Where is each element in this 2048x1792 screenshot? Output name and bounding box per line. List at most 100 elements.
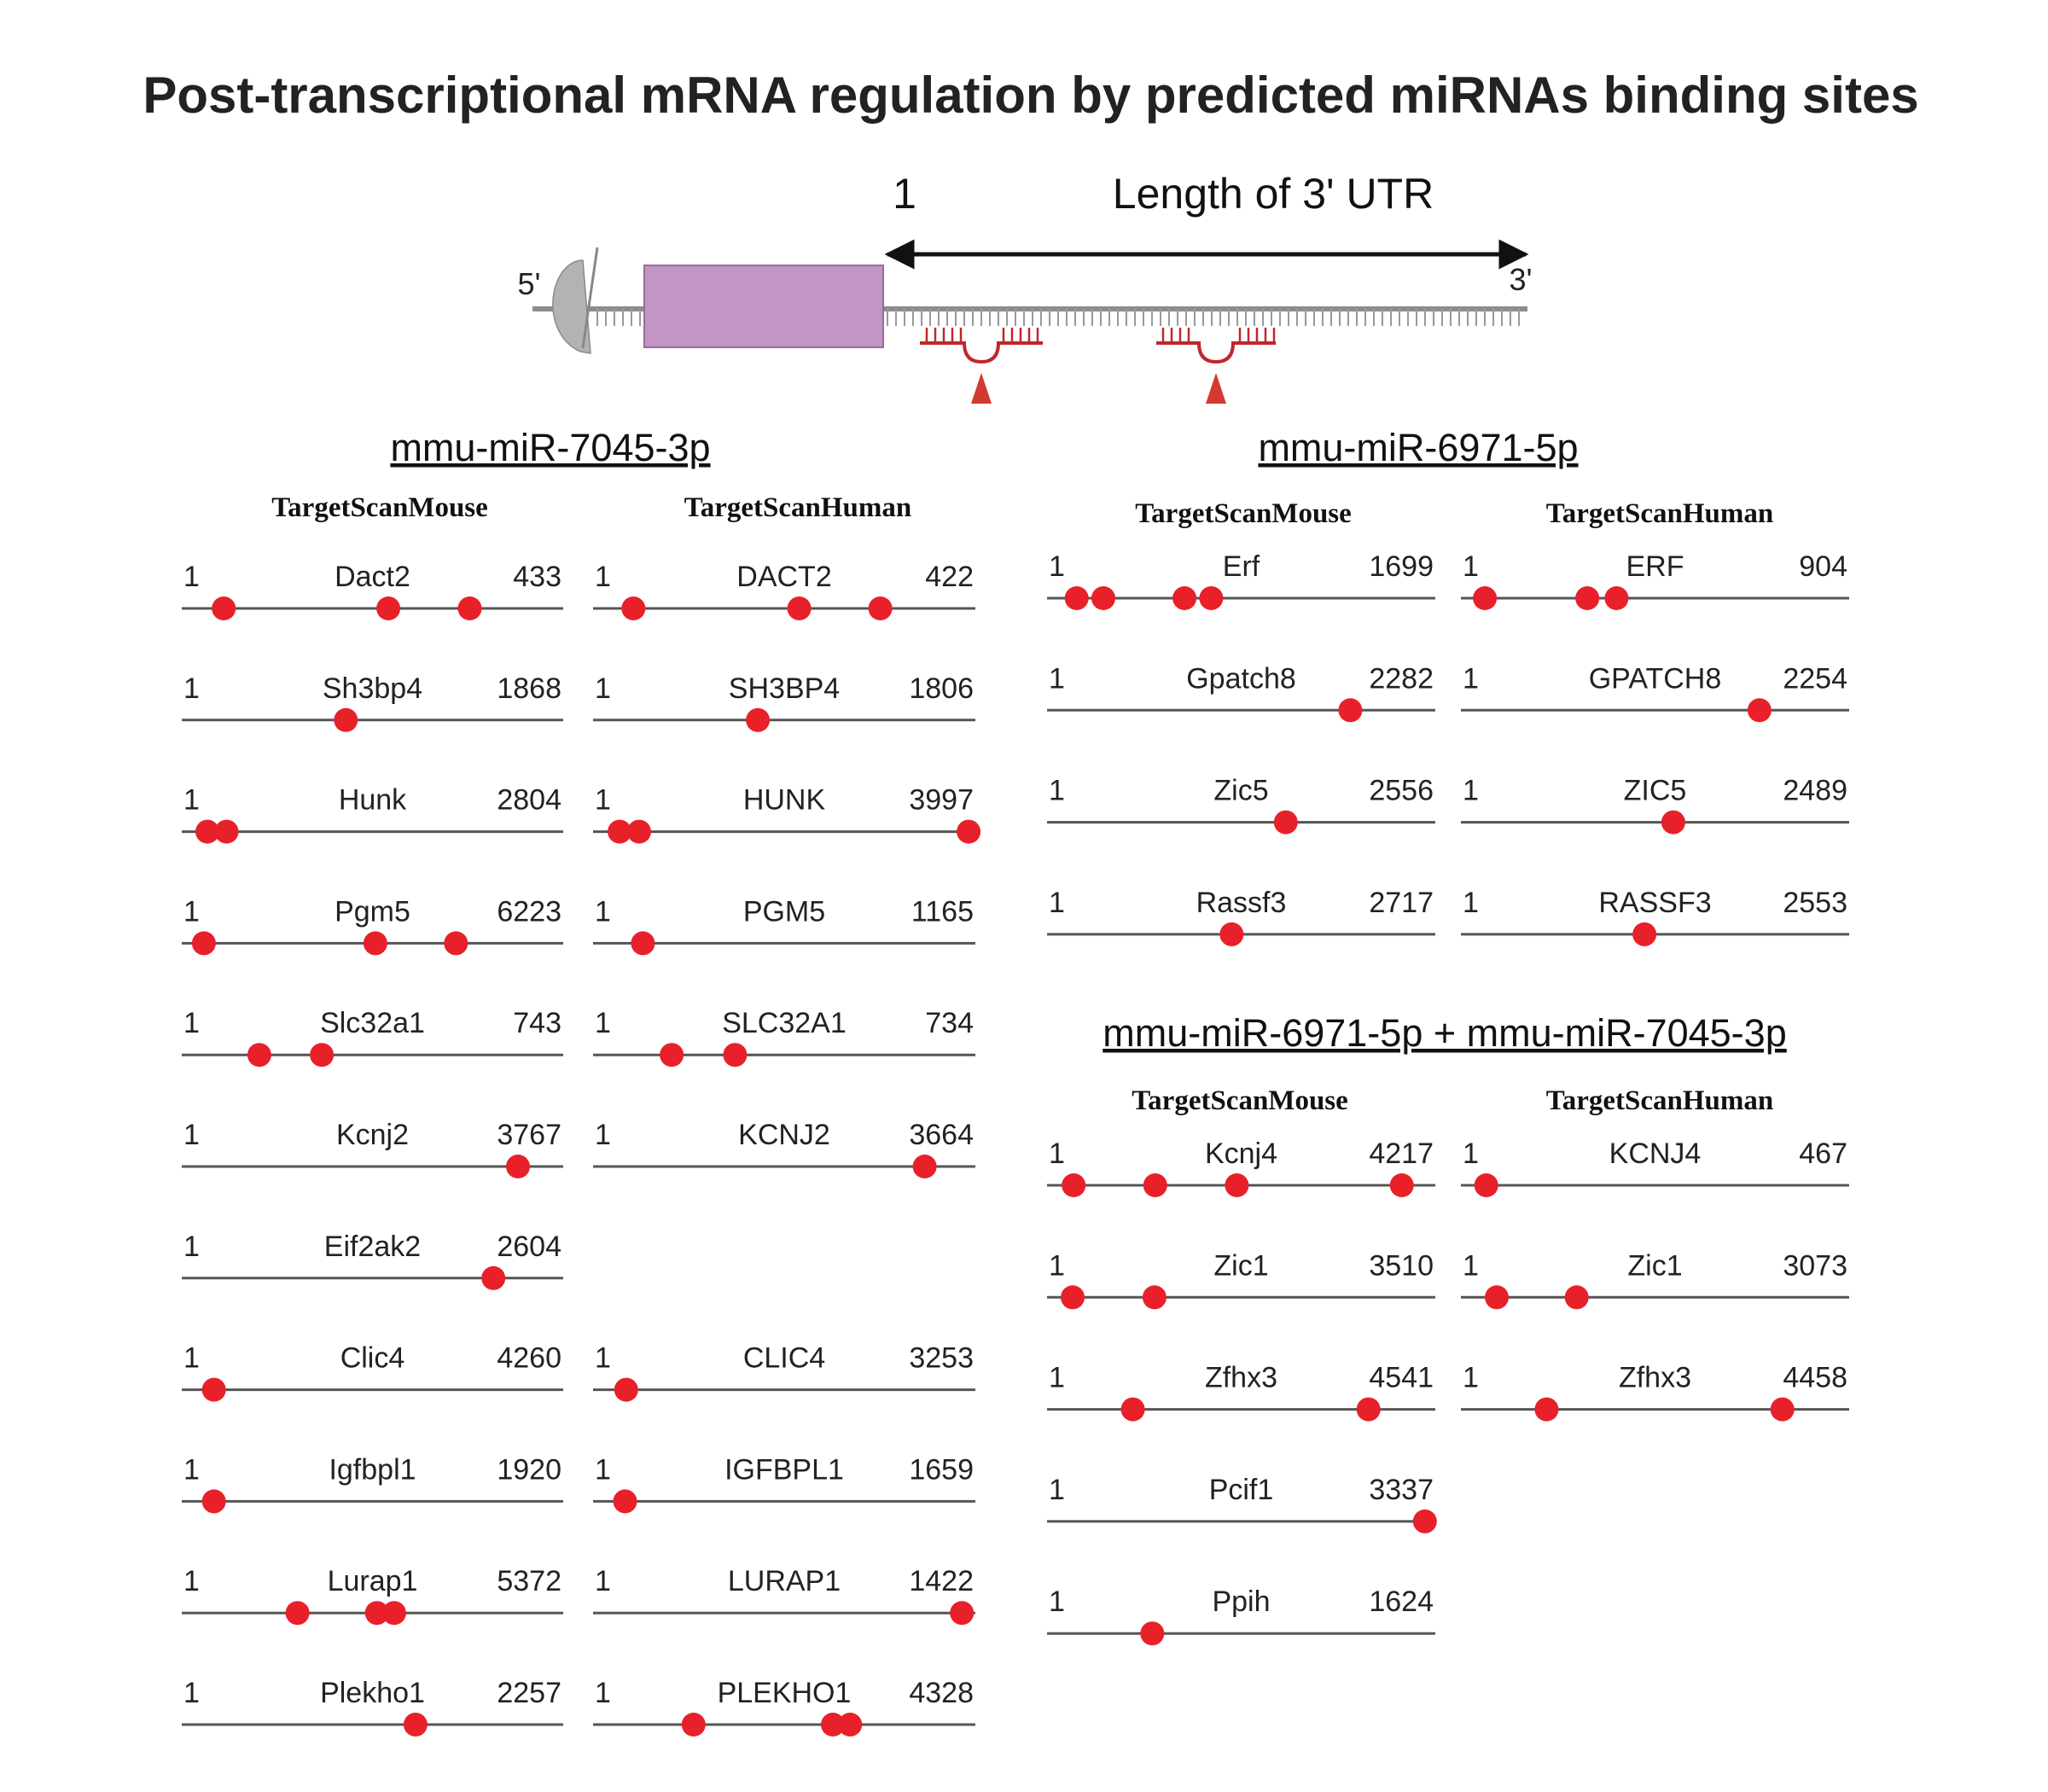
gene-label: LURAP1 <box>728 1565 841 1597</box>
binding-site-marker <box>444 931 468 956</box>
utr-length-value: 4217 <box>1369 1137 1434 1170</box>
utr-start-label: 1 <box>595 1119 611 1151</box>
db-label-mouse: TargetScanMouse <box>1135 498 1352 529</box>
utr-start-label: 1 <box>595 561 611 593</box>
utr-track-hunk: 1 Hunk 2804 <box>182 784 563 844</box>
utr-start-label: 1 <box>1463 1249 1479 1282</box>
utr-start-label: 1 <box>1049 1362 1065 1394</box>
utr-start-label: 1 <box>595 784 611 817</box>
cap-icon <box>552 259 591 354</box>
binding-site-marker <box>1770 1397 1795 1422</box>
utr-start-label: 1 <box>595 895 611 928</box>
binding-site-marker <box>681 1713 706 1737</box>
gene-label: SH3BP4 <box>729 672 840 705</box>
utr-start-label: 1 <box>1463 1362 1479 1394</box>
utr-start-label: 1 <box>183 1231 200 1263</box>
three-prime-label: 3' <box>1510 262 1533 297</box>
binding-site-marker <box>1142 1285 1167 1310</box>
binding-site-marker <box>1356 1397 1381 1422</box>
binding-site-marker <box>481 1265 506 1290</box>
utr-start-label: 1 <box>595 1677 611 1709</box>
utr-start-label: 1 <box>183 561 200 593</box>
binding-site-marker <box>1273 810 1298 835</box>
gene-label: Plekho1 <box>320 1677 425 1709</box>
figure-title: Post-transcriptional mRNA regulation by … <box>143 67 1918 124</box>
gene-label: IGFBPL1 <box>724 1453 844 1486</box>
panel-title-combined: mmu-miR-6971-5p + mmu-miR-7045-3p <box>1103 1011 1786 1055</box>
gene-label: RASSF3 <box>1598 887 1711 919</box>
utr-length-value: 2257 <box>497 1677 561 1709</box>
utr-length-value: 743 <box>513 1007 561 1039</box>
gene-label: Erf <box>1223 550 1260 583</box>
binding-site-marker <box>403 1713 428 1737</box>
gene-label: Pcif1 <box>1209 1474 1274 1506</box>
binding-site-marker <box>1473 586 1498 610</box>
mirna-binding-icons <box>920 328 1276 404</box>
binding-site-marker <box>1389 1173 1414 1197</box>
gene-label: DACT2 <box>736 561 831 593</box>
utr-start-label: 1 <box>183 1677 200 1709</box>
utr-length-value: 3997 <box>909 784 974 817</box>
utr-track-igfbpl1: 1 IGFBPL1 1659 <box>593 1453 975 1514</box>
utr-track-zic1: 1 Zic1 3510 <box>1047 1249 1435 1310</box>
cap-stem <box>581 247 599 349</box>
binding-site-marker <box>1661 810 1685 835</box>
utr-length-value: 4458 <box>1783 1362 1847 1394</box>
gene-label: Kcnj2 <box>336 1119 409 1151</box>
utr-track-clic4: 1 Clic4 4260 <box>182 1342 563 1402</box>
binding-site-marker <box>1534 1397 1559 1422</box>
utr-track-dact2: 1 Dact2 433 <box>182 561 563 620</box>
gene-label: ZIC5 <box>1624 775 1687 807</box>
gene-label: Dact2 <box>335 561 410 593</box>
utr-start-label: 1 <box>183 1453 200 1486</box>
utr-length-value: 3253 <box>909 1342 974 1375</box>
utr-track-zic5: 1 ZIC5 2489 <box>1461 775 1849 835</box>
utr-start-label: 1 <box>1049 887 1065 919</box>
binding-site-marker <box>1564 1285 1589 1310</box>
gene-label: Rassf3 <box>1196 887 1287 919</box>
binding-site-marker <box>457 596 482 620</box>
utr-start-label: 1 <box>893 170 916 218</box>
utr-length-label: Length of 3' UTR <box>1113 170 1434 218</box>
utr-length-value: 4260 <box>497 1342 561 1375</box>
binding-site-marker <box>608 819 632 844</box>
binding-site-marker <box>957 819 981 844</box>
binding-site-marker <box>613 1489 637 1514</box>
utr-track-clic4: 1 CLIC4 3253 <box>593 1342 975 1402</box>
binding-site-marker <box>201 1489 226 1514</box>
utr-track-plekho1: 1 Plekho1 2257 <box>182 1677 563 1737</box>
utr-start-label: 1 <box>595 672 611 705</box>
utr-start-label: 1 <box>1463 550 1479 583</box>
utr-length-value: 2254 <box>1783 662 1847 695</box>
gene-label: Kcnj4 <box>1205 1137 1277 1170</box>
utr-track-kcnj4: 1 KCNJ4 467 <box>1461 1137 1849 1197</box>
utr-track-lurap1: 1 LURAP1 1422 <box>593 1565 975 1626</box>
utr-start-label: 1 <box>1463 662 1479 695</box>
utr-length-value: 1422 <box>909 1565 974 1597</box>
coding-region-box <box>643 265 884 348</box>
utr-start-label: 1 <box>183 1565 200 1597</box>
utr-track-gpatch8: 1 Gpatch8 2282 <box>1047 662 1435 723</box>
utr-length-value: 467 <box>1799 1137 1847 1170</box>
utr-length-value: 734 <box>925 1007 974 1039</box>
utr-start-label: 1 <box>1049 550 1065 583</box>
utr-start-label: 1 <box>1049 1249 1065 1282</box>
binding-site-marker <box>1091 586 1115 610</box>
utr-length-value: 1165 <box>911 895 974 928</box>
binding-site-marker <box>1412 1509 1437 1533</box>
gene-label: Ppih <box>1212 1585 1270 1618</box>
utr-length-value: 2804 <box>497 784 561 817</box>
utr-length-value: 2556 <box>1369 775 1434 807</box>
binding-site-marker <box>627 819 651 844</box>
binding-site-marker <box>247 1043 271 1068</box>
binding-site-marker <box>1338 698 1363 723</box>
gene-label: Clic4 <box>340 1342 405 1375</box>
utr-track-zic1: 1 Zic1 3073 <box>1461 1249 1849 1310</box>
gene-label: Zic1 <box>1627 1249 1682 1282</box>
utr-start-label: 1 <box>183 784 200 817</box>
utr-track-kcnj4: 1 Kcnj4 4217 <box>1047 1137 1435 1197</box>
utr-length-value: 1868 <box>497 672 561 705</box>
binding-site-marker <box>1064 586 1089 610</box>
utr-track-kcnj2: 1 KCNJ2 3664 <box>593 1119 975 1178</box>
gene-label: Igfbpl1 <box>329 1453 416 1486</box>
